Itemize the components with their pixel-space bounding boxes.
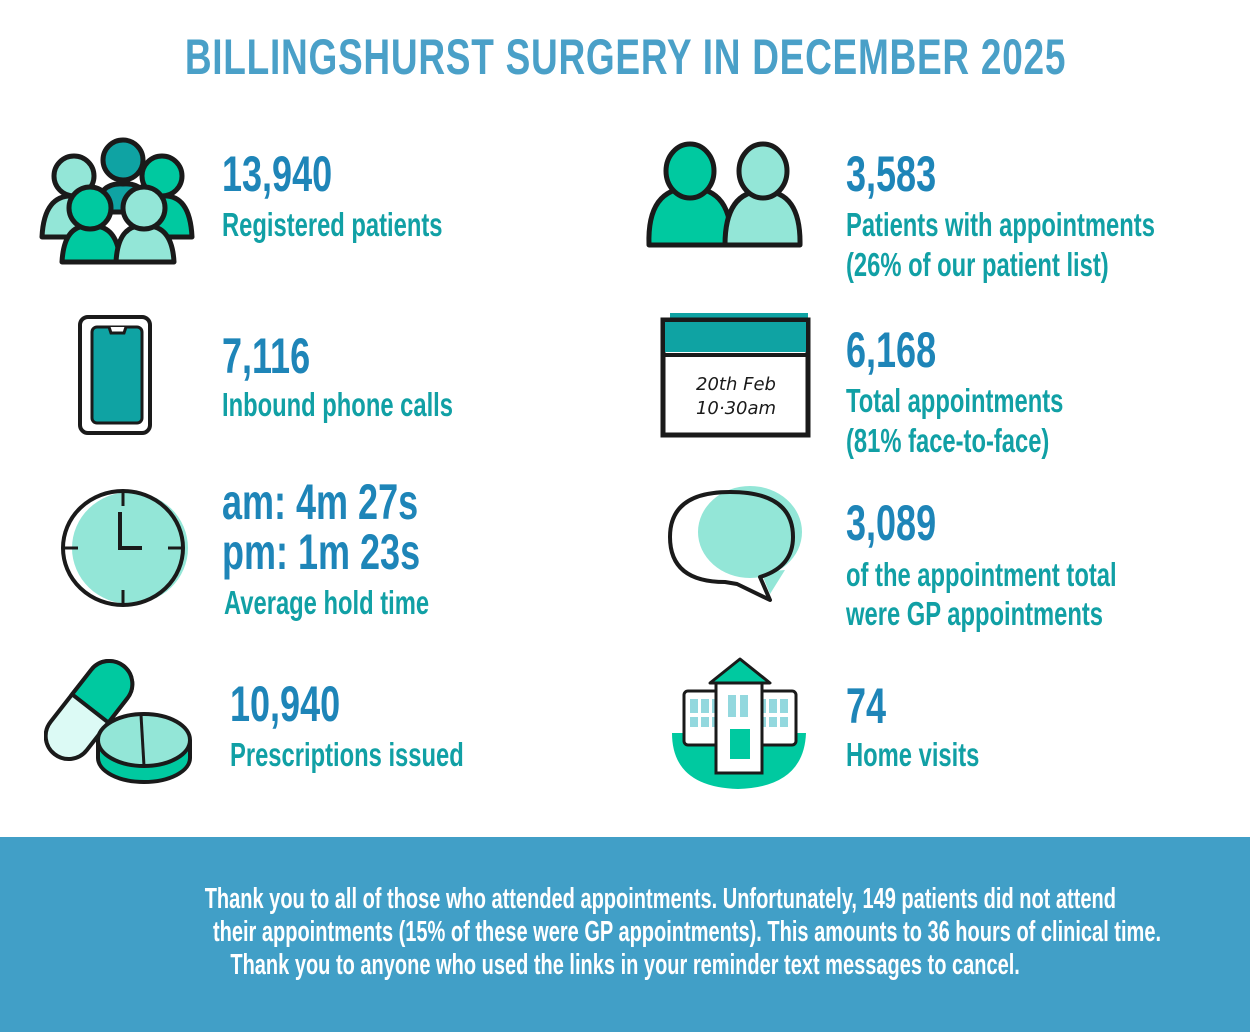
house-icon <box>672 657 806 789</box>
svg-text:10·30am: 10·30am <box>696 398 776 419</box>
stat-value: 3,089 <box>846 495 937 551</box>
stat-label: of the appointment total <box>846 556 1117 593</box>
stat-value-pm: pm: 1m 23s <box>222 524 421 580</box>
stat-label: Average hold time <box>224 584 430 621</box>
smartphone-icon <box>78 315 152 435</box>
speech-bubble-icon <box>668 486 802 602</box>
stat-value: 3,583 <box>846 146 937 202</box>
stat-label: Inbound phone calls <box>222 386 454 423</box>
group-of-people-icon <box>39 137 195 265</box>
stat-label: were GP appointments <box>846 595 1104 632</box>
page-title-text: BILLINGSHURST SURGERY IN DECEMBER 2025 <box>184 29 1066 85</box>
svg-text:20th Feb: 20th Feb <box>696 374 776 395</box>
stat-label: (81% face-to-face) <box>846 422 1050 459</box>
stat-value: 6,168 <box>846 322 937 378</box>
footer-line: their appointments (15% of these were GP… <box>212 916 1162 948</box>
footer-line: Thank you to anyone who used the links i… <box>230 949 1020 981</box>
footer-banner: Thank you to all of those who attended a… <box>0 837 1250 1032</box>
stat-value: 13,940 <box>222 146 333 202</box>
stat-value-am: am: 4m 27s <box>222 474 419 530</box>
two-people-icon <box>646 141 803 248</box>
stat-label: Home visits <box>846 736 980 773</box>
stat-label: Prescriptions issued <box>230 736 464 773</box>
clock-icon <box>61 489 188 607</box>
stat-value: 74 <box>846 678 887 734</box>
stat-label: Registered patients <box>222 206 443 243</box>
footer-line: Thank you to all of those who attended a… <box>204 883 1116 915</box>
stat-label: Total appointments <box>846 382 1064 419</box>
footer-message: Thank you to all of those who attended a… <box>0 883 1250 982</box>
stat-value: 10,940 <box>230 676 341 732</box>
stat-value: 7,116 <box>222 328 311 384</box>
appointment-card-icon: 20th Feb 10·30am <box>660 313 811 438</box>
page-title: BILLINGSHURST SURGERY IN DECEMBER 2025 <box>0 28 1250 86</box>
stat-label: Patients with appointments <box>846 206 1155 243</box>
stat-label: (26% of our patient list) <box>846 246 1109 283</box>
pills-icon <box>44 658 192 784</box>
